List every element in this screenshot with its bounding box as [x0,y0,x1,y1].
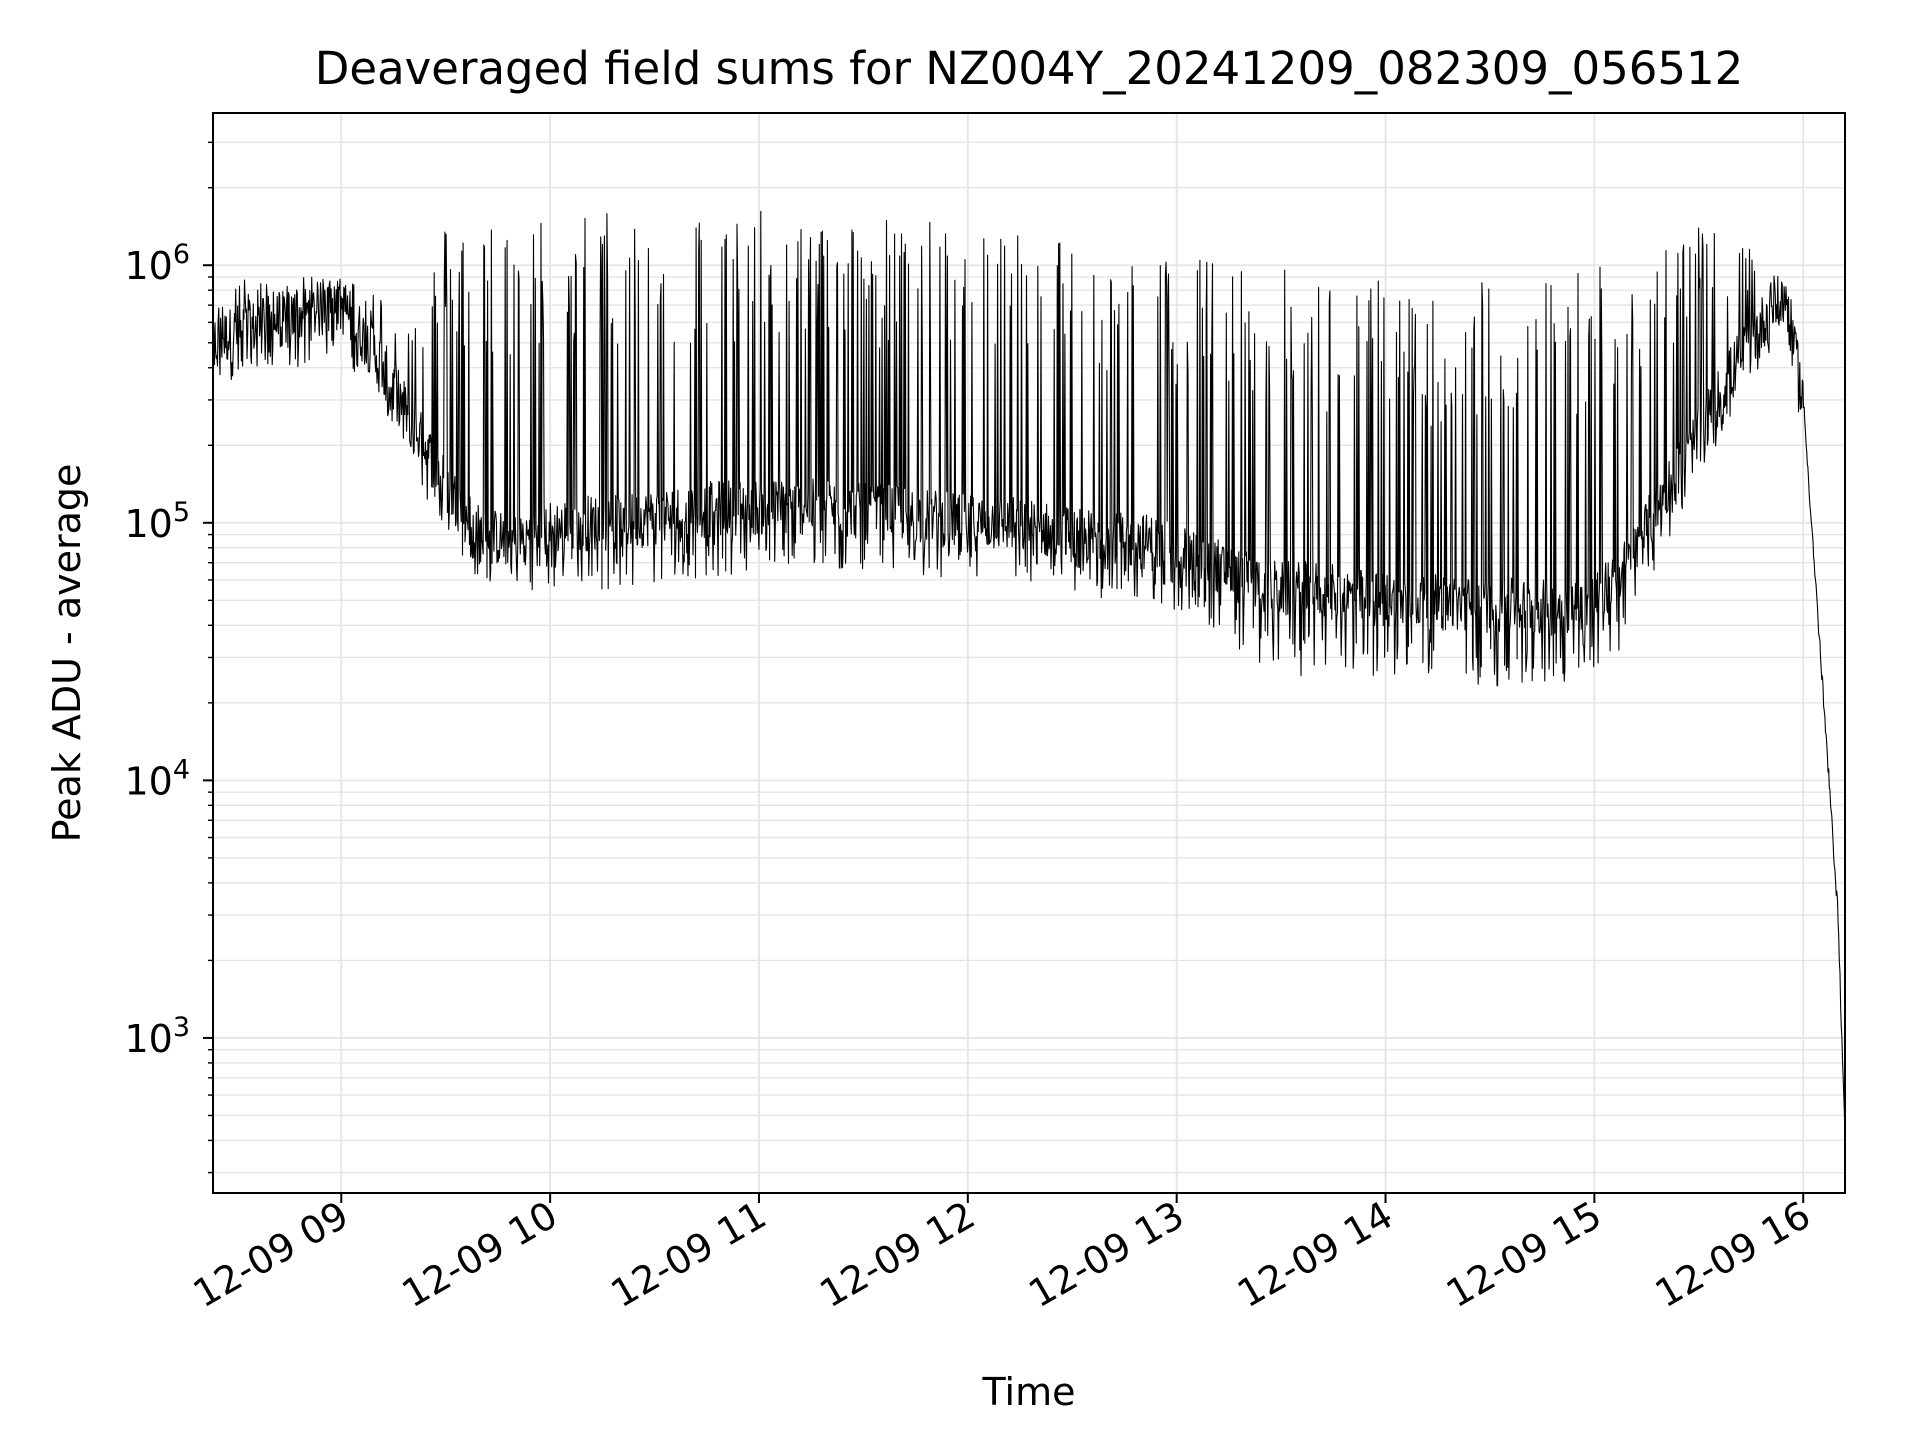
y-tick-label: 106 [124,239,190,288]
chart-title: Deaveraged field sums for NZ004Y_2024120… [315,42,1744,95]
x-axis-label: Time [982,1370,1076,1414]
y-axis-label: Peak ADU - average [45,464,89,843]
y-tick-label: 104 [124,754,190,803]
y-tick-label: 105 [124,497,190,546]
series [211,210,1846,1145]
plot-frame [212,112,1846,1194]
y-tick-label: 103 [124,1012,190,1061]
data-line [211,210,1846,1145]
